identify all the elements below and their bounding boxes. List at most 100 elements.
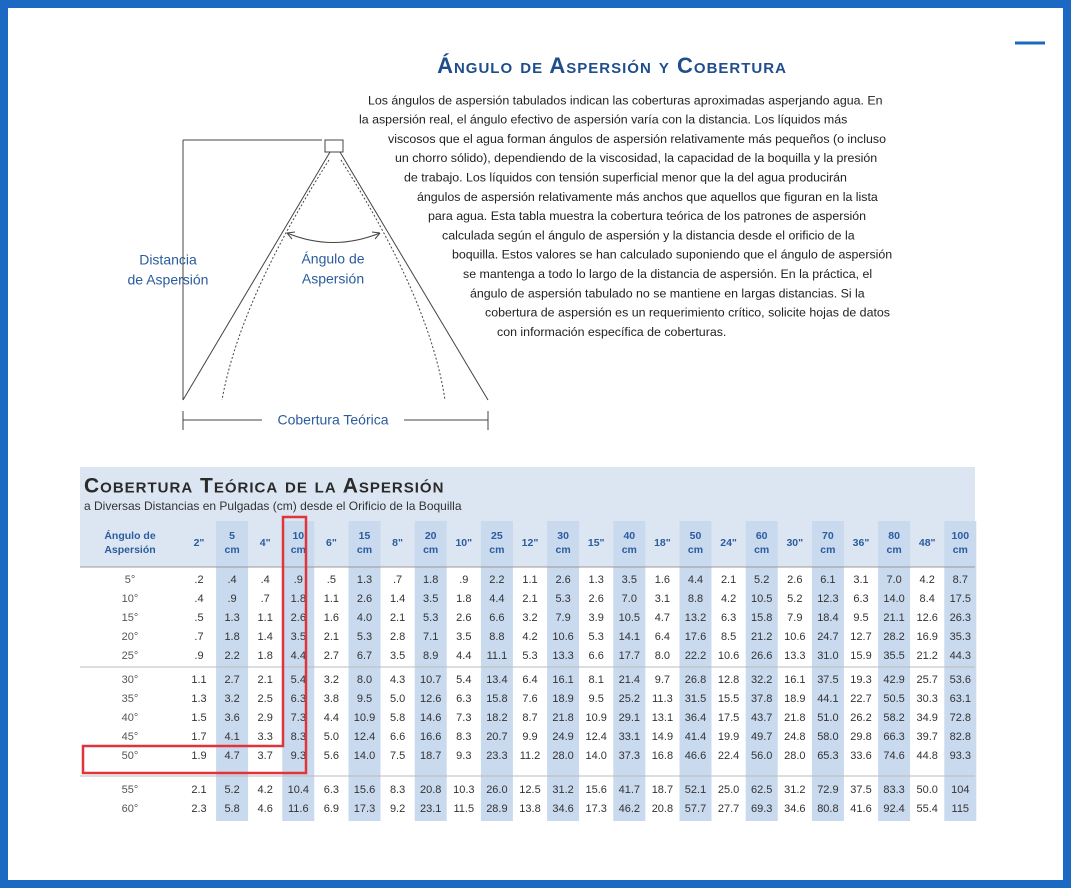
value-cell: .9 (459, 574, 468, 586)
value-cell: 24.7 (817, 631, 838, 643)
value-cell: 23.1 (420, 803, 441, 815)
distance-label: de Aspersión (128, 272, 209, 288)
value-cell: 8.0 (357, 674, 372, 686)
column-shade (745, 521, 778, 821)
column-header: 70 (822, 530, 834, 542)
value-cell: 21.8 (552, 712, 573, 724)
value-cell: 6.3 (721, 612, 736, 624)
value-cell: 46.6 (685, 750, 706, 762)
paragraph-line: ángulo de aspersión tabulado no se manti… (470, 286, 865, 300)
column-header: cm (622, 544, 637, 556)
value-cell: 50.5 (883, 693, 904, 705)
value-cell: 28.9 (486, 803, 507, 815)
value-cell: 2.1 (721, 574, 736, 586)
value-cell: 10.7 (420, 674, 441, 686)
value-cell: 2.6 (555, 574, 570, 586)
angle-cell: 35° (122, 693, 139, 705)
paragraph-line: para agua. Esta tabla muestra la cobertu… (428, 209, 866, 223)
value-cell: 65.3 (817, 750, 838, 762)
value-cell: 36.4 (685, 712, 706, 724)
column-shade (811, 521, 844, 821)
value-cell: 69.3 (751, 803, 772, 815)
column-shade (348, 521, 381, 821)
value-cell: 24.8 (784, 731, 805, 743)
value-cell: 2.7 (324, 650, 339, 662)
value-cell: 33.1 (619, 731, 640, 743)
value-cell: 22.7 (850, 693, 871, 705)
value-cell: 2.2 (489, 574, 504, 586)
value-cell: 14.6 (420, 712, 441, 724)
value-cell: 12.3 (817, 593, 838, 605)
value-cell: 72.9 (817, 784, 838, 796)
value-cell: 25.2 (619, 693, 640, 705)
value-cell: 21.2 (916, 650, 937, 662)
value-cell: 37.5 (850, 784, 871, 796)
value-cell: 10.5 (619, 612, 640, 624)
value-cell: 34.6 (552, 803, 573, 815)
value-cell: .5 (327, 574, 336, 586)
value-cell: 80.8 (817, 803, 838, 815)
paragraph-line: la aspersión real, el ángulo efectivo de… (359, 113, 847, 127)
value-cell: 92.4 (883, 803, 904, 815)
column-header: cm (423, 544, 438, 556)
value-cell: 3.5 (622, 574, 637, 586)
column-shade (613, 521, 646, 821)
value-cell: 2.6 (357, 593, 372, 605)
paragraph-line: Los ángulos de aspersión tabulados indic… (368, 93, 883, 107)
nozzle (324, 139, 344, 153)
coverage-label: Cobertura Teórica (277, 412, 388, 428)
value-cell: 10.6 (552, 631, 573, 643)
value-cell: 8.3 (390, 784, 405, 796)
spray-inner-right (340, 159, 446, 401)
value-cell: 13.4 (486, 674, 507, 686)
value-cell: 16.6 (420, 731, 441, 743)
value-cell: 2.2 (224, 650, 239, 662)
angle-cell: 20° (122, 631, 139, 643)
value-cell: 19.3 (850, 674, 871, 686)
value-cell: 5.8 (390, 712, 405, 724)
column-header: cm (953, 544, 968, 556)
value-cell: 5.2 (754, 574, 769, 586)
column-header: cm (887, 544, 902, 556)
value-cell: 8.9 (423, 650, 438, 662)
value-cell: 5.0 (324, 731, 339, 743)
value-cell: 21.4 (619, 674, 640, 686)
value-cell: 1.1 (324, 593, 339, 605)
column-header: cm (225, 544, 240, 556)
column-header: 12" (522, 537, 539, 549)
value-cell: .5 (194, 612, 203, 624)
value-cell: 58.0 (817, 731, 838, 743)
value-cell: 22.2 (685, 650, 706, 662)
value-cell: 9.2 (390, 803, 405, 815)
value-cell: 13.3 (784, 650, 805, 662)
value-cell: 20.8 (652, 803, 673, 815)
value-cell: 13.3 (552, 650, 573, 662)
value-cell: 2.5 (258, 693, 273, 705)
value-cell: 4.2 (522, 631, 537, 643)
value-cell: 49.7 (751, 731, 772, 743)
column-header: 30" (786, 537, 803, 549)
value-cell: 8.7 (953, 574, 968, 586)
paragraph-line: boquilla. Estos valores se han calculado… (452, 248, 892, 262)
value-cell: 3.1 (853, 574, 868, 586)
value-cell: 8.0 (655, 650, 670, 662)
spray-left (182, 151, 331, 401)
column-header: 40 (623, 530, 635, 542)
value-cell: 14.1 (619, 631, 640, 643)
value-cell: 22.4 (718, 750, 739, 762)
value-cell: 28.0 (784, 750, 805, 762)
column-header: 24" (720, 537, 737, 549)
value-cell: 31.0 (817, 650, 838, 662)
value-cell: 18.7 (652, 784, 673, 796)
table-subtitle: a Diversas Distancias en Pulgadas (cm) d… (84, 499, 462, 513)
paragraph-line: viscosos que el agua forman ángulos de a… (388, 132, 886, 146)
value-cell: 4.4 (688, 574, 703, 586)
column-header: 18" (654, 537, 671, 549)
table-header-band (80, 467, 975, 521)
column-header: cm (688, 544, 703, 556)
value-cell: 14.0 (585, 750, 606, 762)
value-cell: 3.5 (456, 631, 471, 643)
value-cell: 66.3 (883, 731, 904, 743)
value-cell: 13.2 (685, 612, 706, 624)
